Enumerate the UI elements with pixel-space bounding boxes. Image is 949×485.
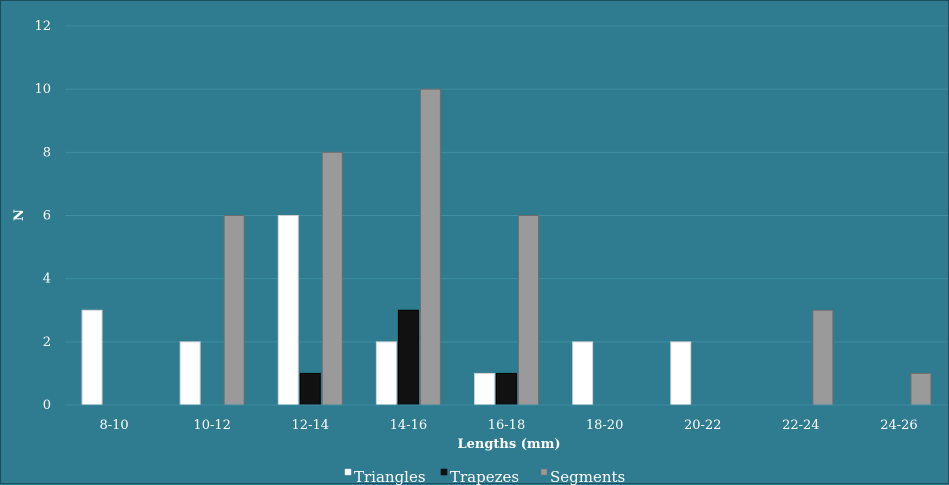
y-tick-label: 12 bbox=[34, 19, 51, 34]
bar-trapezes-16-18 bbox=[496, 372, 517, 406]
y-tick-label: 0 bbox=[43, 398, 51, 413]
legend-label-triangles: Triangles bbox=[354, 468, 426, 485]
bar-trapezes-14-16 bbox=[397, 309, 419, 406]
bar-triangles-20-22 bbox=[670, 341, 692, 406]
x-tick-label: 22-24 bbox=[782, 418, 819, 433]
bar-triangles-10-12 bbox=[179, 341, 201, 406]
legend-swatch-trapezes bbox=[440, 468, 448, 476]
y-axis-title: N bbox=[12, 209, 27, 221]
x-tick-label: 16-18 bbox=[488, 418, 525, 433]
bar-segments-10-12 bbox=[223, 215, 245, 406]
y-tick-label: 2 bbox=[43, 335, 51, 350]
x-axis-ticks: 8-10 10-12 12-14 14-16 16-18 18-20 20-22 22-24 2… bbox=[99, 418, 917, 433]
bar-segments-16-18 bbox=[518, 215, 539, 406]
gridlines bbox=[65, 25, 948, 343]
bar-segments-22-24 bbox=[812, 309, 834, 406]
x-tick-label: 24-26 bbox=[880, 418, 917, 433]
x-tick-label: 10-12 bbox=[193, 418, 230, 433]
legend-label-trapezes: Trapezes bbox=[450, 468, 519, 485]
bar-triangles-12-14 bbox=[277, 215, 299, 406]
bar-trapezes-12-14 bbox=[299, 372, 321, 406]
legend-label-segments: Segments bbox=[550, 468, 625, 485]
x-tick-label: 20-22 bbox=[684, 418, 721, 433]
legend-swatch-segments bbox=[540, 468, 548, 476]
bar-triangles-18-20 bbox=[572, 341, 594, 406]
legend-swatch-triangles bbox=[344, 468, 352, 476]
y-tick-label: 6 bbox=[43, 209, 51, 224]
y-axis-ticks: 0 2 4 6 8 10 12 bbox=[34, 19, 51, 413]
legend: Triangles Trapezes Segments bbox=[344, 468, 625, 485]
x-tick-label: 18-20 bbox=[586, 418, 623, 433]
bar-triangles-16-18 bbox=[474, 372, 495, 406]
bar-segments-24-26 bbox=[910, 372, 932, 406]
x-tick-label: 8-10 bbox=[99, 418, 128, 433]
y-tick-label: 8 bbox=[43, 145, 51, 160]
bar-triangles-8-10 bbox=[81, 309, 103, 406]
bars bbox=[81, 88, 932, 406]
x-tick-label: 12-14 bbox=[292, 418, 329, 433]
bar-triangles-14-16 bbox=[375, 341, 397, 406]
x-tick-label: 14-16 bbox=[390, 418, 427, 433]
x-axis-title: Lengths (mm) bbox=[457, 437, 560, 452]
y-tick-label: 4 bbox=[43, 272, 51, 287]
bar-segments-12-14 bbox=[321, 151, 343, 406]
y-tick-label: 10 bbox=[34, 82, 51, 97]
bar-segments-14-16 bbox=[419, 88, 441, 406]
